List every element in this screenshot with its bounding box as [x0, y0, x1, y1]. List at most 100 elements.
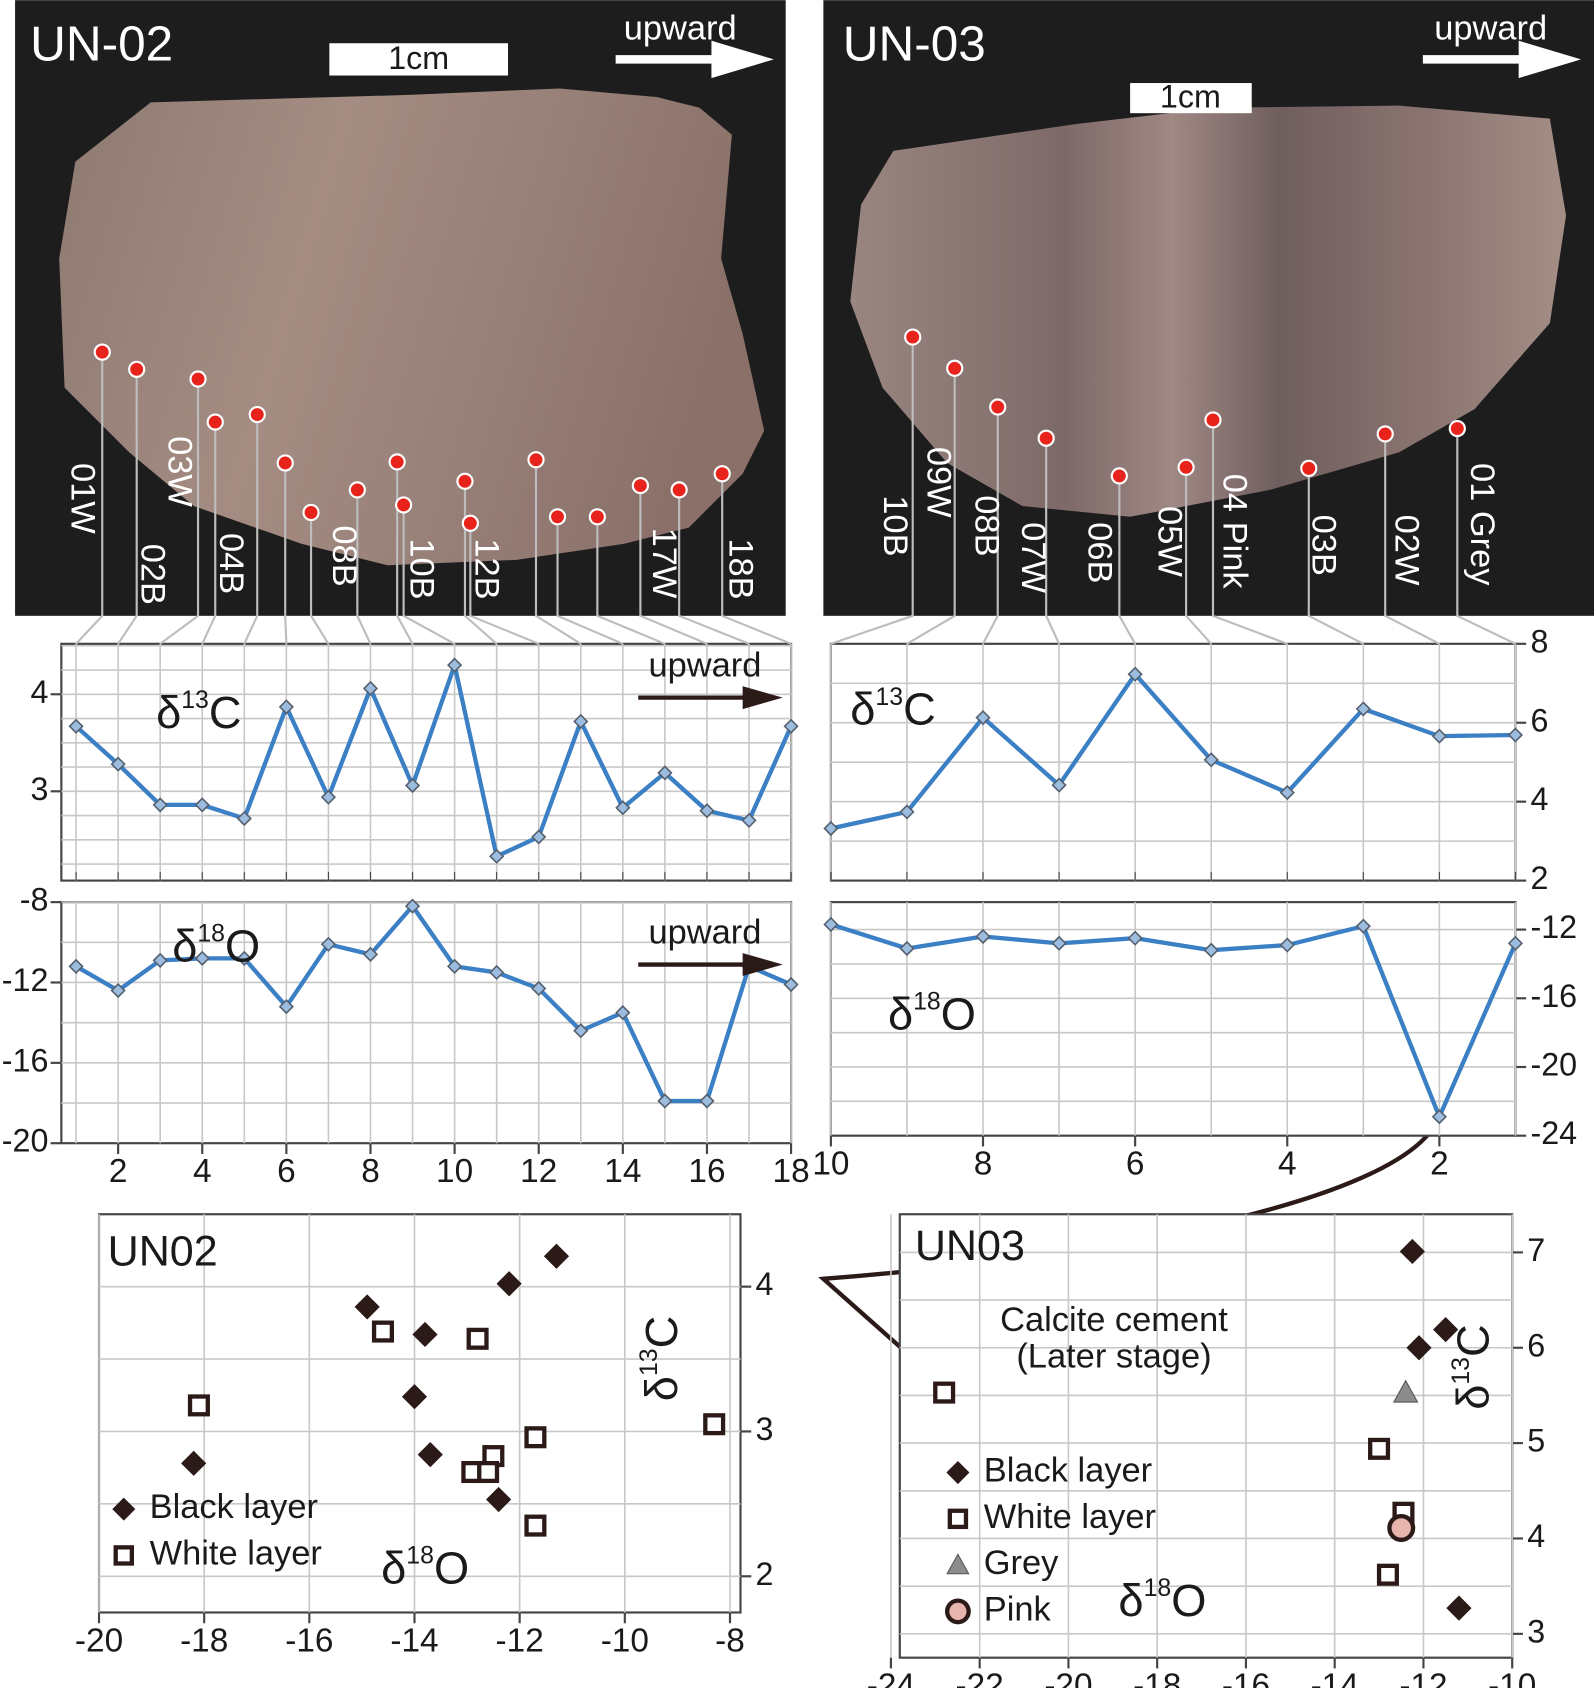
point: [362, 680, 379, 697]
sample-dot: [461, 514, 479, 532]
point: [657, 1093, 673, 1109]
y-tick-label: 6: [1527, 1327, 1545, 1363]
sample-dot: [276, 454, 294, 472]
point: [899, 940, 915, 957]
y-tick-label: -16: [1530, 978, 1577, 1014]
x-tick-label: -16: [285, 1622, 333, 1659]
sample-label: 02W: [1387, 515, 1425, 586]
point: [486, 1486, 512, 1513]
sample-label: 02B: [134, 544, 172, 605]
point: [783, 718, 799, 734]
leader-line: [906, 368, 956, 645]
sample-label: 08B: [325, 525, 363, 586]
sample-dot: [1204, 411, 1222, 429]
scale-label: 1cm: [1160, 79, 1221, 115]
point: [489, 848, 505, 864]
y-tick-label: 3: [756, 1411, 774, 1447]
x-tick-label: -10: [601, 1622, 649, 1659]
sample-label: 06B: [1081, 522, 1119, 583]
point: [68, 958, 84, 975]
x-tick-label: -22: [956, 1668, 1004, 1688]
photo-title: UN-02: [30, 17, 173, 72]
point: [1368, 1437, 1391, 1460]
x-tick-label: 18: [773, 1153, 810, 1190]
point: [447, 657, 463, 673]
point: [278, 699, 294, 715]
x-tick-label: -16: [1222, 1668, 1270, 1688]
point: [1507, 935, 1524, 951]
sample-dot: [456, 472, 474, 490]
leader-line: [721, 473, 792, 645]
legend-marker: [113, 1545, 134, 1566]
x-tick-label: 4: [1278, 1146, 1297, 1183]
x-tick-label: -20: [1044, 1668, 1092, 1688]
sample-label: 03B: [1305, 515, 1343, 576]
leader-line: [1045, 438, 1061, 645]
leader-line: [396, 461, 414, 645]
point: [1279, 784, 1295, 801]
scale-bar: [329, 43, 509, 76]
y-tick-label: -16: [2, 1042, 49, 1078]
y-tick-label: 2: [756, 1556, 774, 1592]
annotation: upward: [648, 647, 761, 685]
sample-label: 04 Pink: [1215, 474, 1253, 590]
sample-dot: [1448, 419, 1466, 438]
sample-label: 01 Grey: [1463, 463, 1501, 586]
leader-line: [309, 512, 330, 645]
point: [899, 804, 915, 820]
point: [615, 800, 631, 816]
legend-label: Black layer: [150, 1488, 318, 1526]
direction-label: upward: [624, 9, 737, 47]
point: [320, 936, 337, 952]
point: [1279, 937, 1295, 953]
sample-dot: [395, 496, 413, 514]
legend-label: White layer: [150, 1535, 322, 1573]
point: [1387, 1513, 1416, 1542]
sample-label: 10B: [876, 495, 914, 556]
sample-dot: [989, 398, 1007, 416]
point: [933, 1381, 956, 1404]
point: [194, 797, 210, 813]
leader-line: [356, 489, 372, 645]
legend-label: Pink: [984, 1590, 1052, 1628]
point: [543, 1243, 570, 1269]
point: [404, 777, 421, 794]
direction-label: upward: [1434, 9, 1547, 47]
y-axis-label: δ13C: [1446, 1324, 1498, 1409]
x-tick-label: 10: [436, 1153, 473, 1190]
point: [1446, 1595, 1472, 1621]
legend-label: Black layer: [984, 1452, 1152, 1490]
point: [496, 1271, 522, 1297]
point: [236, 950, 252, 966]
point: [524, 1426, 547, 1449]
leader-line: [284, 462, 288, 644]
sample-dot: [1300, 459, 1318, 477]
leader-line: [117, 369, 138, 645]
point: [354, 1294, 380, 1320]
y-tick-label: 3: [30, 771, 48, 807]
sample-label: 17W: [645, 528, 683, 599]
x-tick-label: 2: [1430, 1146, 1449, 1183]
sample-label: 08B: [968, 495, 1006, 556]
point: [1507, 727, 1524, 743]
x-tick-label: -24: [867, 1668, 915, 1688]
sample-dot: [670, 481, 688, 499]
x-tick-label: 12: [520, 1153, 557, 1190]
sample-dot: [527, 451, 545, 469]
x-tick-label: -14: [1311, 1668, 1359, 1688]
point: [1051, 935, 1067, 951]
point: [531, 980, 547, 997]
point: [975, 928, 991, 945]
legend-marker: [112, 1497, 136, 1521]
sample-label: 10B: [403, 538, 441, 599]
sample-dot: [1110, 467, 1128, 485]
leader-line: [982, 407, 999, 645]
leader-line: [830, 337, 914, 645]
point: [823, 820, 839, 837]
sample-dot: [1177, 458, 1195, 476]
point: [1431, 1109, 1447, 1125]
point: [412, 1321, 438, 1348]
point: [573, 713, 589, 730]
sample-label: 09W: [919, 447, 957, 518]
